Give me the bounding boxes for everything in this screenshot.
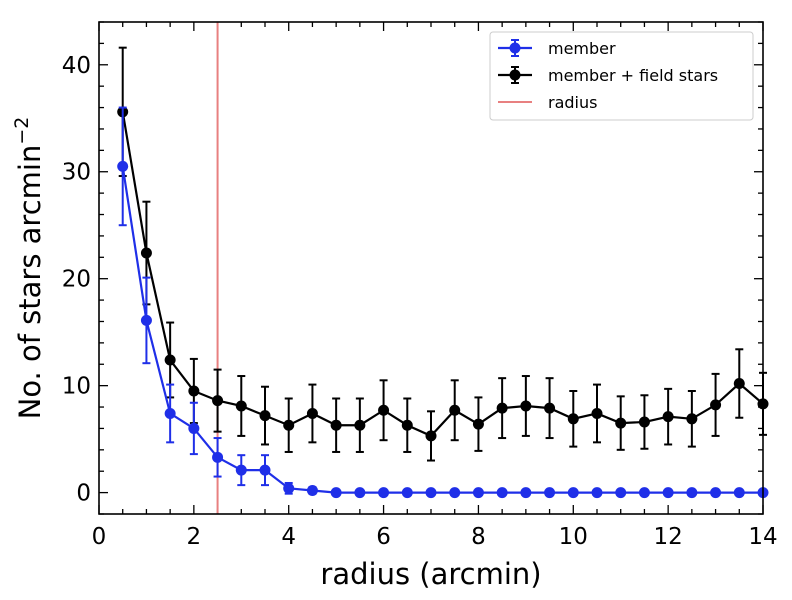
data-point xyxy=(212,451,224,463)
y-tick-label: 10 xyxy=(62,374,91,400)
data-point xyxy=(686,413,698,425)
data-point xyxy=(259,410,271,422)
legend-swatch-marker xyxy=(509,69,521,81)
legend: member member + field stars radius xyxy=(489,31,754,121)
tick-labels: 0 2 4 6 8 10 12 14 0 10 20 30 40 xyxy=(62,53,778,550)
y-tick-label: 0 xyxy=(76,481,91,507)
data-point xyxy=(496,487,508,499)
x-tick-label: 8 xyxy=(471,524,486,550)
legend-entry-radius: radius xyxy=(498,93,597,112)
data-point xyxy=(378,404,390,416)
data-point xyxy=(544,487,556,499)
y-axis-label-exponent: −2 xyxy=(11,117,33,145)
legend-label: member xyxy=(548,39,616,58)
series-line xyxy=(121,166,763,494)
legend-entry-member: member xyxy=(498,39,616,58)
legend-label: member + field stars xyxy=(548,66,718,85)
data-point xyxy=(591,407,603,419)
plot-frame xyxy=(98,21,764,515)
data-point xyxy=(306,484,318,496)
data-point xyxy=(188,422,200,434)
data-point xyxy=(449,404,461,416)
data-point xyxy=(212,395,224,407)
data-point xyxy=(378,487,390,499)
x-tick-label: 6 xyxy=(376,524,391,550)
data-point xyxy=(164,407,176,419)
y-axis-label-text: No. of stars arcmin xyxy=(13,145,47,420)
y-tick-label: 20 xyxy=(62,267,91,293)
y-tick-label: 40 xyxy=(62,53,91,79)
data-point xyxy=(638,487,650,499)
data-point xyxy=(638,416,650,428)
data-point xyxy=(591,487,603,499)
data-point xyxy=(330,419,342,431)
y-axis-label: No. of stars arcmin−2 xyxy=(11,117,47,420)
data-point xyxy=(567,487,579,499)
data-point xyxy=(401,487,413,499)
x-tick-label: 4 xyxy=(281,524,296,550)
data-point xyxy=(615,417,627,429)
data-point xyxy=(306,407,318,419)
series-member-field-stars xyxy=(117,46,769,462)
x-axis-label: radius (arcmin) xyxy=(320,557,541,591)
data-point xyxy=(354,487,366,499)
data-point xyxy=(567,413,579,425)
data-point xyxy=(354,419,366,431)
data-point xyxy=(544,402,556,414)
series-layer xyxy=(117,46,769,499)
data-point xyxy=(425,430,437,442)
series-line xyxy=(121,111,764,438)
data-point xyxy=(733,487,745,499)
data-point xyxy=(686,487,698,499)
data-point xyxy=(140,314,152,326)
data-point xyxy=(164,354,176,366)
data-point xyxy=(235,400,247,412)
legend-label: radius xyxy=(548,93,597,112)
data-point xyxy=(425,487,437,499)
data-point xyxy=(188,385,200,397)
legend-box xyxy=(489,31,754,121)
data-point xyxy=(283,419,295,431)
x-tick-label: 10 xyxy=(559,524,588,550)
data-point xyxy=(662,411,674,423)
data-point xyxy=(472,487,484,499)
data-point xyxy=(117,160,129,172)
x-tick-label: 14 xyxy=(748,524,777,550)
data-point xyxy=(615,487,627,499)
x-tick-label: 0 xyxy=(92,524,107,550)
data-point xyxy=(662,487,674,499)
data-point xyxy=(710,399,722,411)
x-tick-label: 2 xyxy=(187,524,202,550)
data-point xyxy=(472,418,484,430)
data-point xyxy=(330,487,342,499)
data-point xyxy=(283,482,295,494)
data-point xyxy=(449,487,461,499)
x-tick-label: 12 xyxy=(654,524,683,550)
data-point xyxy=(496,402,508,414)
data-point xyxy=(733,378,745,390)
legend-swatch-marker xyxy=(509,42,521,54)
data-point xyxy=(140,247,152,259)
data-point xyxy=(259,464,271,476)
data-point xyxy=(710,487,722,499)
data-point xyxy=(401,419,413,431)
legend-entry-member-field-stars: member + field stars xyxy=(498,66,718,85)
series-member xyxy=(117,106,769,499)
data-point xyxy=(235,464,247,476)
y-tick-label: 30 xyxy=(62,160,91,186)
data-point xyxy=(520,400,532,412)
data-point xyxy=(520,487,532,499)
